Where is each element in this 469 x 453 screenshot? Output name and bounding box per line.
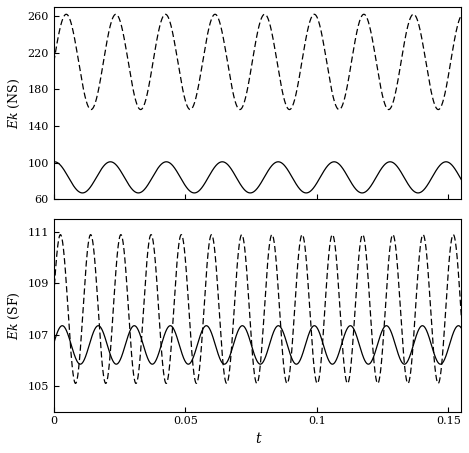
Y-axis label: $Ek$ (SF): $Ek$ (SF) — [7, 291, 22, 340]
Y-axis label: $Ek$ (NS): $Ek$ (NS) — [7, 77, 22, 129]
X-axis label: t: t — [255, 432, 260, 446]
